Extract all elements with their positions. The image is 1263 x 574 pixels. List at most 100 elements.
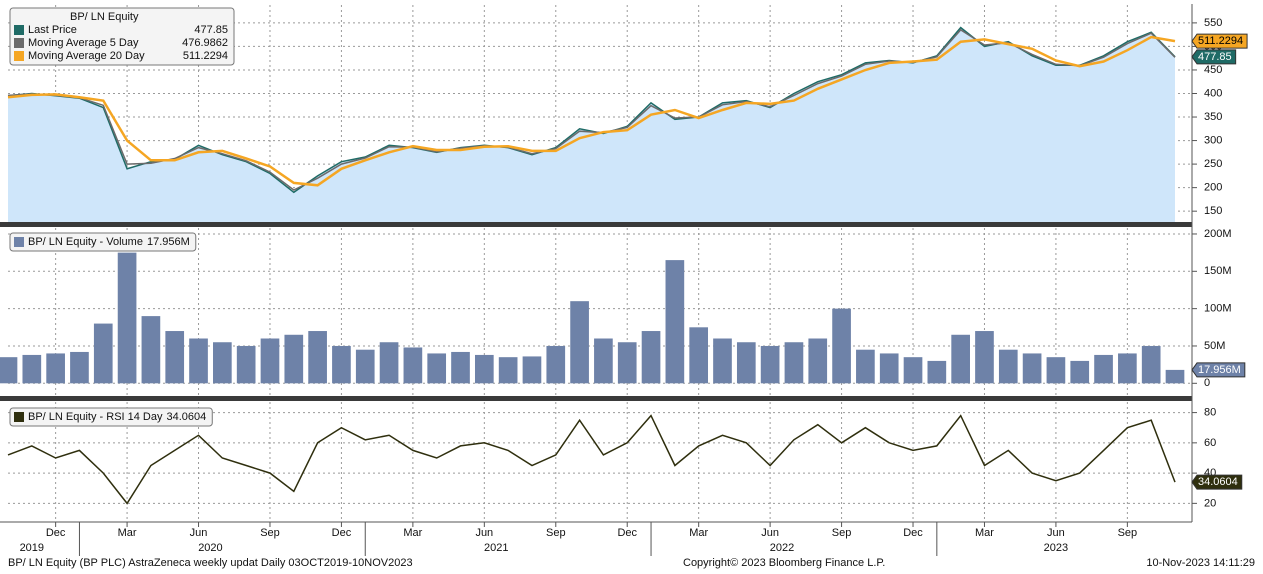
volume-bar <box>641 331 661 384</box>
y-tick-label: 20 <box>1204 497 1216 509</box>
volume-bar <box>832 308 851 384</box>
x-tick-label: Jun <box>475 527 493 539</box>
volume-bar <box>927 360 947 384</box>
volume-bar <box>903 357 923 384</box>
x-tick-label: Mar <box>975 527 994 539</box>
volume-bar <box>951 334 970 384</box>
y-tick-label: 200 <box>1204 182 1222 194</box>
legend-value: 17.956M <box>147 236 190 248</box>
legend-title: BP/ LN Equity <box>70 11 139 23</box>
y-tick-label: 350 <box>1204 111 1222 123</box>
y-tick-label: 100M <box>1204 303 1232 315</box>
volume-bar <box>975 331 994 384</box>
x-tick-label: Sep <box>260 527 280 539</box>
x-tick-label: Dec <box>46 527 66 539</box>
legend-swatch <box>14 25 24 35</box>
volume-bar <box>784 342 804 384</box>
volume-bar <box>594 338 613 384</box>
x-tick-label: Jun <box>761 527 779 539</box>
y-tick-label: 200M <box>1204 228 1232 240</box>
x-tick-label: Jun <box>190 527 208 539</box>
legend-value: 477.85 <box>194 24 228 36</box>
legend-box <box>9 407 213 427</box>
volume-bar <box>474 354 494 384</box>
year-label: 2022 <box>770 542 794 554</box>
volume-bar <box>165 331 185 384</box>
legend-value: 511.2294 <box>183 50 228 62</box>
year-label: 2023 <box>1044 542 1068 554</box>
y-tick-label: 150 <box>1204 205 1222 217</box>
legend-label: BP/ LN Equity - RSI 14 Day <box>28 411 163 423</box>
legend-swatch <box>14 412 24 422</box>
year-label: 2019 <box>20 542 44 554</box>
legend-label: Moving Average 20 Day <box>28 50 145 62</box>
volume-bar <box>498 357 518 384</box>
legend-box <box>9 232 197 252</box>
volume-bar <box>22 354 42 384</box>
y-tick-label: 300 <box>1204 134 1222 146</box>
footer-left: BP/ LN Equity (BP PLC) AstraZeneca weekl… <box>8 557 413 569</box>
volume-bar <box>70 351 89 384</box>
legend-swatch <box>14 38 24 48</box>
y-tick-label: 250 <box>1204 158 1222 170</box>
value-tag-label: 34.0604 <box>1198 476 1238 488</box>
volume-bar <box>998 349 1018 384</box>
volume-bar <box>46 353 65 384</box>
volume-bar <box>689 327 709 384</box>
volume-bar <box>1070 360 1090 384</box>
volume-bar <box>141 316 161 384</box>
volume-bar <box>355 349 375 384</box>
volume-bar <box>1141 345 1161 384</box>
legend-label: Last Price <box>28 24 77 36</box>
x-tick-label: Dec <box>332 527 352 539</box>
volume-bar <box>332 345 351 384</box>
year-label: 2020 <box>198 542 222 554</box>
y-tick-label: 450 <box>1204 64 1222 76</box>
volume-bar <box>427 353 447 384</box>
footer-right: 10-Nov-2023 14:11:29 <box>1146 557 1255 569</box>
volume-bar <box>546 345 566 384</box>
value-tag-label: 477.85 <box>1198 51 1232 63</box>
x-tick-label: Mar <box>689 527 708 539</box>
volume-bar <box>856 349 875 384</box>
volume-bar <box>1022 353 1042 384</box>
volume-bar <box>808 338 828 384</box>
y-tick-label: 50M <box>1204 340 1225 352</box>
legend: BP/ LN Equity - Volume 17.956M <box>9 232 197 252</box>
volume-bar <box>379 342 399 384</box>
value-tag-box <box>1191 362 1246 378</box>
volume-bar <box>713 338 732 384</box>
volume-bar <box>522 356 542 384</box>
volume-bar <box>736 342 756 384</box>
value-tag: 17.956M <box>1191 362 1246 378</box>
volume-bar <box>1046 357 1066 384</box>
x-tick-label: Mar <box>403 527 422 539</box>
volume-bar <box>760 345 780 384</box>
legend-swatch <box>14 51 24 61</box>
x-tick-label: Dec <box>903 527 923 539</box>
value-tag-label: 17.956M <box>1198 364 1241 376</box>
legend: BP/ LN Equity - RSI 14 Day 34.0604 <box>9 407 213 427</box>
volume-bar <box>1094 354 1113 384</box>
x-tick-label: Sep <box>832 527 852 539</box>
footer-center: Copyright© 2023 Bloomberg Finance L.P. <box>683 557 885 569</box>
y-tick-label: 550 <box>1204 17 1222 29</box>
volume-bar <box>617 342 637 384</box>
y-tick-label: 80 <box>1204 406 1216 418</box>
y-tick-label: 0 <box>1204 377 1210 389</box>
series-line <box>7 35 1176 187</box>
legend-box <box>9 7 235 66</box>
volume-bar <box>93 323 113 384</box>
volume-bar <box>451 351 470 384</box>
legend-value: 476.9862 <box>182 37 228 49</box>
volume-bar <box>117 252 137 384</box>
volume-bar <box>1118 353 1137 384</box>
x-tick-label: Mar <box>118 527 137 539</box>
volume-bar <box>308 331 327 384</box>
panel-divider <box>0 396 1192 401</box>
value-tag-box <box>1191 49 1237 65</box>
x-tick-label: Sep <box>546 527 566 539</box>
volume-bar <box>570 301 589 384</box>
y-tick-label: 60 <box>1204 437 1216 449</box>
